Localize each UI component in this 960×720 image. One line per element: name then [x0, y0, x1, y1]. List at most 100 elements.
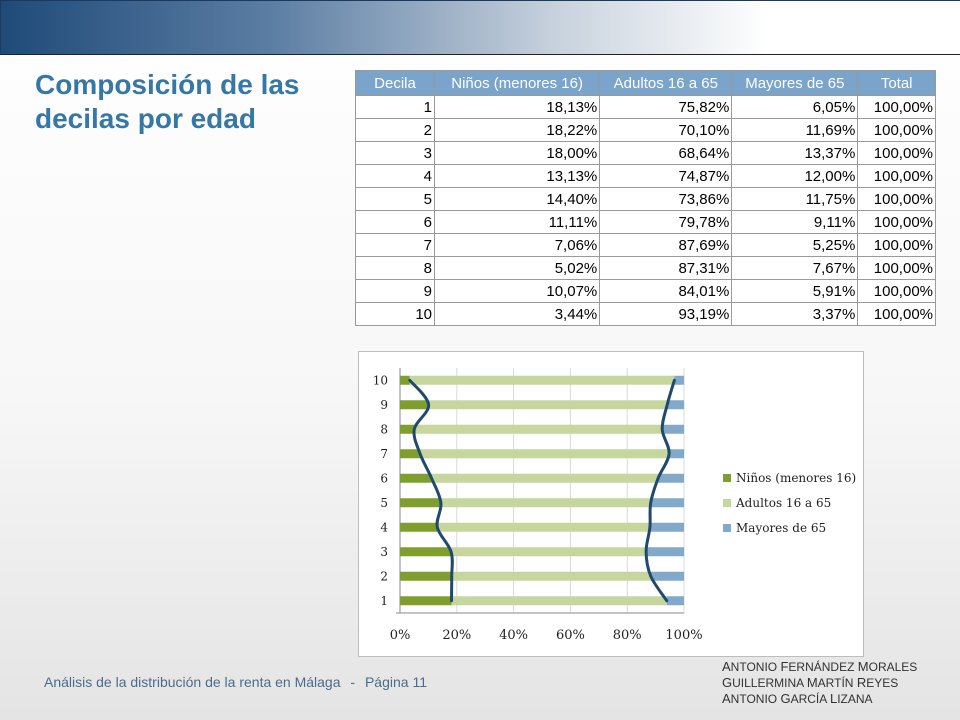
bar-segment [658, 473, 684, 483]
header-bar-frame [0, 0, 960, 52]
value-cell: 3,37% [731, 302, 859, 326]
author-first: GUILLERMINA [722, 675, 804, 690]
bar-segment [650, 571, 685, 581]
value-cell: 7,06% [433, 233, 601, 257]
value-cell: 73,86% [599, 187, 733, 211]
bar-segment [451, 571, 651, 581]
y-tick-label: 3 [380, 545, 388, 559]
stacked-bar-chart: 0% 20% 40% 60% 80% 100% 1 2 3 4 5 6 7 8 9 10 Niños (men… [373, 368, 856, 643]
value-cell: 3,44% [433, 302, 601, 326]
author-last: MARTÍN REYES [806, 675, 899, 690]
value-cell: 87,31% [599, 256, 733, 280]
value-cell: 100,00% [857, 118, 936, 142]
bar-segment [431, 473, 659, 483]
value-cell: 18,00% [433, 141, 601, 165]
legend-label: Niños (menores 16) [736, 471, 856, 485]
x-tick-label: 100% [665, 628, 702, 643]
legend-swatch [723, 499, 731, 507]
table-row: 10 3,44% 93,19% 3,37% 100,00% [355, 302, 936, 326]
y-tick-label: 1 [380, 594, 388, 608]
author-1: ANTONIO FERNÁNDEZ MORALES [722, 659, 917, 675]
decile-cell: 7 [355, 233, 435, 257]
value-cell: 11,11% [433, 210, 601, 234]
bar-segment [420, 449, 670, 459]
bar-segment [400, 473, 432, 483]
y-tick-label: 6 [380, 471, 388, 485]
bar-segment [409, 375, 675, 385]
value-cell: 18,22% [433, 118, 601, 142]
footer-page: Página 11 [364, 674, 427, 690]
decile-cell: 9 [355, 279, 435, 303]
bar-segment [400, 571, 452, 581]
value-cell: 13,13% [433, 164, 601, 188]
author-3: ANTONIO GARCÍA LIZANA [722, 691, 917, 707]
value-cell: 13,37% [731, 141, 859, 165]
value-cell: 14,40% [433, 187, 601, 211]
table-row: 5 14,40% 73,86% 11,75% 100,00% [355, 187, 936, 211]
value-cell: 18,13% [433, 95, 601, 119]
value-cell: 100,00% [857, 95, 936, 119]
decile-cell: 2 [355, 118, 435, 142]
header-ninos: Niños (menores 16) [433, 70, 601, 96]
bar-segment [650, 498, 685, 508]
value-cell: 100,00% [857, 187, 936, 211]
y-tick-label: 9 [380, 398, 388, 412]
bar-segment [649, 522, 684, 532]
x-tick-label: 20% [442, 628, 471, 643]
table-row: 7 7,06% 87,69% 5,25% 100,00% [355, 233, 936, 257]
bar-segment [437, 522, 650, 532]
value-cell: 87,69% [599, 233, 733, 257]
footer-text: Análisis de la distribución de la renta … [44, 674, 341, 690]
bar-segment [662, 424, 684, 434]
author-list: ANTONIO FERNÁNDEZ MORALES GUILLERMINA MA… [722, 659, 917, 707]
header-total: Total [857, 70, 936, 96]
value-cell: 74,87% [599, 164, 733, 188]
bar-segment [440, 498, 651, 508]
author-last: GARCÍA LIZANA [780, 691, 873, 706]
slide-title: Composición de las decilas por edad [35, 69, 300, 134]
value-cell: 70,10% [599, 118, 733, 142]
value-cell: 12,00% [731, 164, 859, 188]
y-tick-label: 2 [380, 569, 388, 583]
author-first: ANTONIO [722, 659, 778, 674]
legend-label: Adultos 16 a 65 [735, 496, 831, 510]
footer-separator: - [350, 674, 356, 690]
value-cell: 75,82% [599, 95, 733, 119]
x-tick-label: 60% [556, 628, 585, 643]
x-tick-label: 40% [499, 628, 528, 643]
legend-swatch [723, 524, 731, 532]
value-cell: 5,25% [731, 233, 859, 257]
bar-segment [400, 400, 429, 410]
table-header-row: Decila Niños (menores 16) Adultos 16 a 6… [355, 70, 936, 96]
y-tick-label: 8 [380, 422, 388, 436]
value-cell: 11,69% [731, 118, 859, 142]
value-cell: 6,05% [731, 95, 859, 119]
header-bar [0, 0, 960, 55]
value-cell: 84,01% [599, 279, 733, 303]
bar-segment [666, 596, 684, 606]
table-row: 4 13,13% 74,87% 12,00% 100,00% [355, 164, 936, 188]
chart-trend-line [408, 378, 676, 603]
value-cell: 100,00% [857, 302, 936, 326]
legend-swatch [723, 474, 731, 482]
bar-segment [451, 547, 647, 557]
decile-cell: 8 [355, 256, 435, 280]
value-cell: 79,78% [599, 210, 733, 234]
bar-segment [400, 596, 452, 606]
bar-segment [428, 400, 668, 410]
value-cell: 10,07% [433, 279, 601, 303]
chart-frame: 0% 20% 40% 60% 80% 100% 1 2 3 4 5 6 7 8 9 10 Niños (men… [358, 351, 864, 657]
header-mayores: Mayores de 65 [731, 70, 859, 96]
value-cell: 93,19% [599, 302, 733, 326]
bar-segment [400, 547, 452, 557]
bar-segment [646, 547, 685, 557]
author-2: GUILLERMINA MARTÍN REYES [722, 675, 917, 691]
value-cell: 100,00% [857, 164, 936, 188]
decile-cell: 10 [355, 302, 435, 326]
y-tick-label: 7 [380, 447, 388, 461]
decile-cell: 6 [355, 210, 435, 234]
header-adultos: Adultos 16 a 65 [599, 70, 733, 96]
header-decila: Decila [355, 70, 435, 96]
decile-cell: 1 [355, 95, 435, 119]
bar-segment [667, 400, 684, 410]
